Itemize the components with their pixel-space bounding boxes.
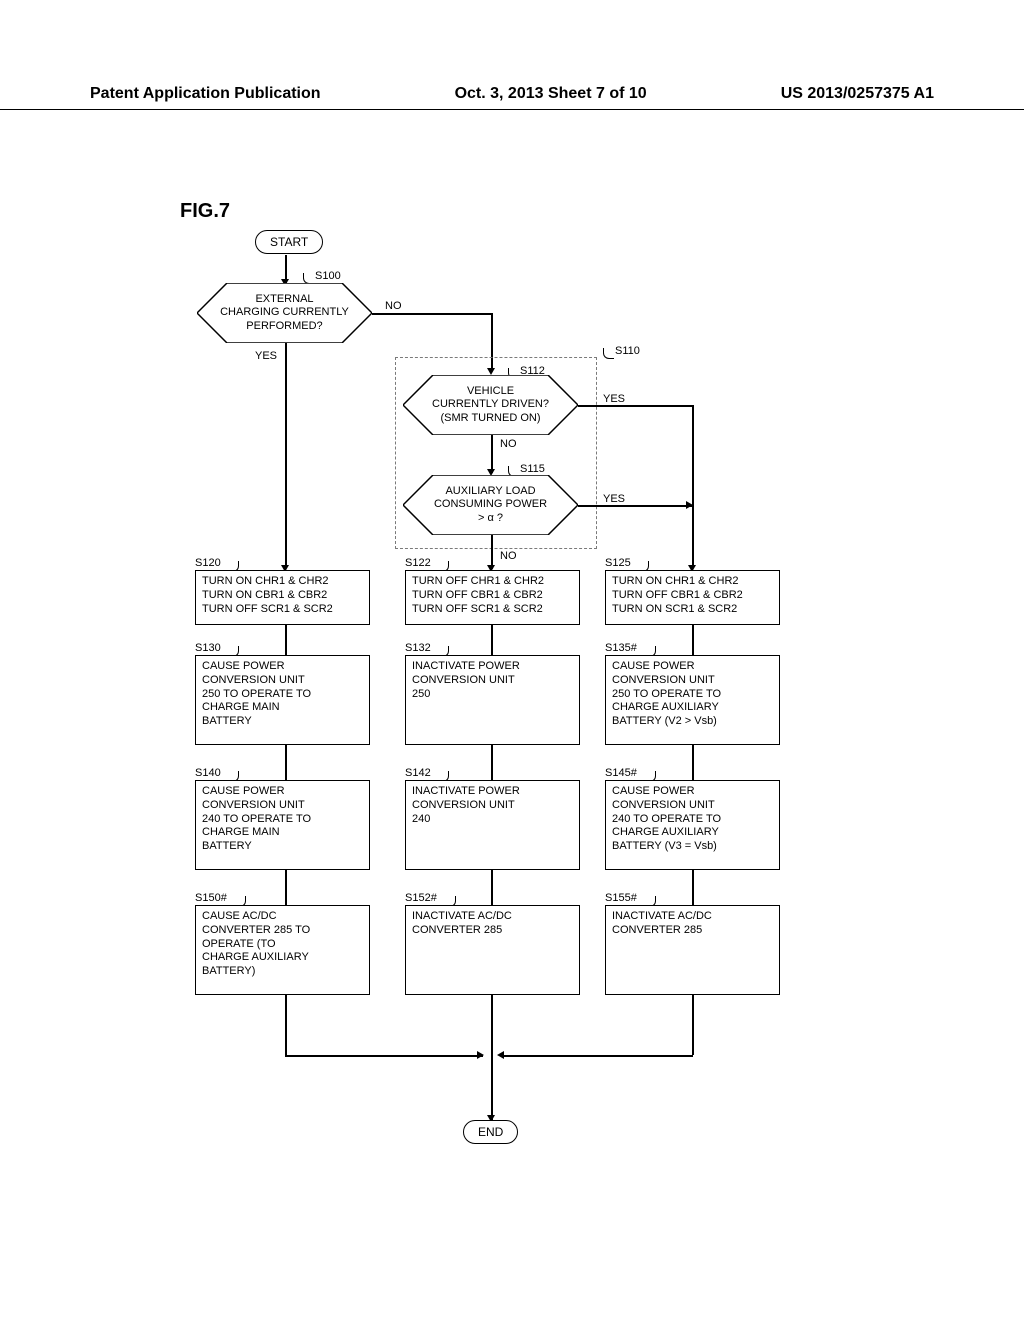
decision-s112: VEHICLE CURRENTLY DRIVEN? (SMR TURNED ON… — [403, 375, 578, 435]
connector — [491, 745, 493, 780]
connector — [692, 405, 694, 568]
connector — [285, 870, 287, 905]
process-s130: CAUSE POWER CONVERSION UNIT 250 TO OPERA… — [195, 655, 370, 745]
step-label-s150: S150# — [195, 892, 227, 904]
page-header: Patent Application Publication Oct. 3, 2… — [0, 85, 1024, 110]
step-label-text: S115 — [520, 463, 545, 475]
terminal-end: END — [463, 1120, 518, 1144]
process-s142: INACTIVATE POWER CONVERSION UNIT 240 — [405, 780, 580, 870]
step-label-s100: S100 — [315, 270, 341, 282]
yes-label: YES — [255, 350, 277, 362]
connector — [491, 535, 493, 569]
yes-label: YES — [603, 493, 625, 505]
step-label-s152: S152# — [405, 892, 437, 904]
process-s140: CAUSE POWER CONVERSION UNIT 240 TO OPERA… — [195, 780, 370, 870]
arrow-icon — [477, 1051, 484, 1059]
decision-text: AUXILIARY LOAD CONSUMING POWER > α ? — [403, 475, 578, 535]
connector — [491, 625, 493, 655]
terminal-start: START — [255, 230, 323, 254]
connector — [285, 995, 287, 1055]
connector — [285, 745, 287, 780]
process-s152: INACTIVATE AC/DC CONVERTER 285 — [405, 905, 580, 995]
process-s145: CAUSE POWER CONVERSION UNIT 240 TO OPERA… — [605, 780, 780, 870]
process-s135: CAUSE POWER CONVERSION UNIT 250 TO OPERA… — [605, 655, 780, 745]
connector — [491, 995, 493, 1090]
connector — [285, 1055, 483, 1057]
process-s150: CAUSE AC/DC CONVERTER 285 TO OPERATE (TO… — [195, 905, 370, 995]
process-s132: INACTIVATE POWER CONVERSION UNIT 250 — [405, 655, 580, 745]
connector — [692, 745, 694, 780]
connector — [578, 505, 693, 507]
step-label-s110: S110 — [615, 345, 640, 357]
step-label-s145: S145# — [605, 767, 637, 779]
step-label-s140: S140 — [195, 767, 221, 779]
connector — [578, 405, 693, 407]
arrow-icon — [686, 501, 693, 509]
connector — [692, 995, 694, 1055]
step-label-s122: S122 — [405, 557, 431, 569]
connector — [285, 343, 287, 568]
arrow-icon — [497, 1051, 504, 1059]
no-label: NO — [500, 438, 517, 450]
connector — [692, 625, 694, 655]
header-center: Oct. 3, 2013 Sheet 7 of 10 — [455, 85, 647, 103]
step-label-s115: S115 — [520, 463, 545, 475]
step-label-s130: S130 — [195, 642, 221, 654]
no-label: NO — [385, 300, 402, 312]
process-s122: TURN OFF CHR1 & CHR2 TURN OFF CBR1 & CBR… — [405, 570, 580, 625]
flowchart: START S100 EXTERNAL CHARGING CURRENTLY P… — [185, 225, 835, 1155]
decision-text: VEHICLE CURRENTLY DRIVEN? (SMR TURNED ON… — [403, 375, 578, 435]
step-label-s142: S142 — [405, 767, 431, 779]
step-label-s155: S155# — [605, 892, 637, 904]
connector — [501, 1055, 693, 1057]
connector — [491, 870, 493, 905]
connector — [285, 625, 287, 655]
connector — [491, 435, 493, 473]
step-label-s135: S135# — [605, 642, 637, 654]
process-s120: TURN ON CHR1 & CHR2 TURN ON CBR1 & CBR2 … — [195, 570, 370, 625]
yes-label: YES — [603, 393, 625, 405]
header-left: Patent Application Publication — [90, 85, 321, 103]
step-label-text: S100 — [315, 270, 341, 282]
figure-label: FIG.7 — [180, 200, 230, 223]
header-right: US 2013/0257375 A1 — [781, 85, 934, 103]
process-s125: TURN ON CHR1 & CHR2 TURN OFF CBR1 & CBR2… — [605, 570, 780, 625]
step-label-s120: S120 — [195, 557, 221, 569]
decision-s115: AUXILIARY LOAD CONSUMING POWER > α ? — [403, 475, 578, 535]
step-label-text: S110 — [615, 345, 640, 357]
connector — [692, 870, 694, 905]
decision-text: EXTERNAL CHARGING CURRENTLY PERFORMED? — [197, 283, 372, 343]
step-label-s132: S132 — [405, 642, 431, 654]
no-label: NO — [500, 550, 517, 562]
decision-s100: EXTERNAL CHARGING CURRENTLY PERFORMED? — [197, 283, 372, 343]
step-label-s125: S125 — [605, 557, 631, 569]
connector — [372, 313, 492, 315]
page: Patent Application Publication Oct. 3, 2… — [0, 0, 1024, 1320]
process-s155: INACTIVATE AC/DC CONVERTER 285 — [605, 905, 780, 995]
